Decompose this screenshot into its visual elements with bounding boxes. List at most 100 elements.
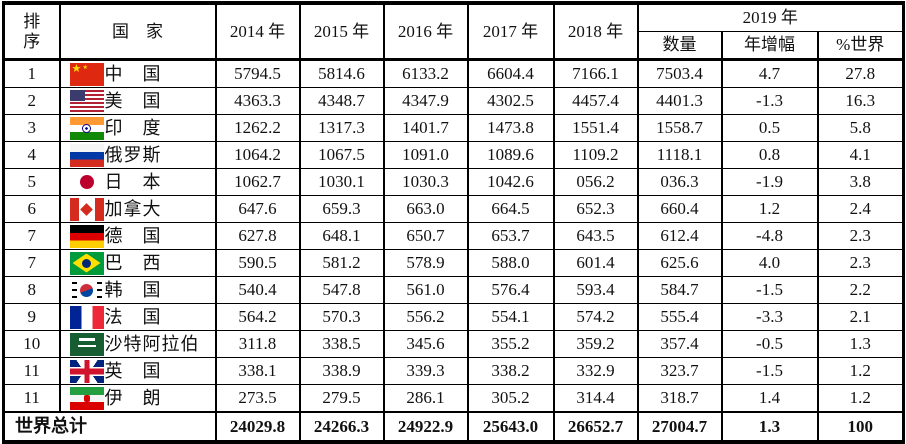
flag-uk-icon <box>69 359 104 383</box>
header-row-main: 排 序 国 家 2014 年 2015 年 2016 年 2017 年 2018… <box>2 2 904 60</box>
value-2014-cell: 540.4 <box>214 276 300 304</box>
rank-cell: 6 <box>2 195 60 223</box>
value-2016-cell: 556.2 <box>382 303 468 331</box>
value-2017-cell: 554.1 <box>466 303 554 331</box>
flag-france-icon <box>69 305 104 329</box>
value-2019-growth-cell: 4.7 <box>720 58 818 88</box>
value-2019-quantity-cell: 323.7 <box>636 357 722 385</box>
flag-japan-icon <box>69 170 104 194</box>
value-2019-quantity-cell: 612.4 <box>636 222 722 250</box>
rank-cell: 4 <box>2 141 60 169</box>
table-row: 5 日 本 1062.7 1030.1 1030.3 1042.6 056.2 … <box>2 168 904 196</box>
value-2015-cell: 1067.5 <box>298 141 384 169</box>
country-name: 德 国 <box>104 225 162 246</box>
country-cell: 中 国 <box>58 58 216 88</box>
country-cell: 沙特阿拉伯 <box>58 330 216 358</box>
value-2019-world-share-cell: 4.1 <box>816 141 904 169</box>
value-2014-cell: 338.1 <box>214 357 300 385</box>
value-2019-world-share-cell: 5.8 <box>816 114 904 142</box>
value-2015-cell: 4348.7 <box>298 87 384 115</box>
value-2018-cell: 601.4 <box>552 249 638 277</box>
value-2018-cell: 574.2 <box>552 303 638 331</box>
header-2019-growth: 年增幅 <box>720 31 818 60</box>
value-2019-growth-cell: -1.3 <box>720 87 818 115</box>
value-2016-cell: 286.1 <box>382 384 468 412</box>
value-2019-quantity-cell: 584.7 <box>636 276 722 304</box>
value-2019-quantity-cell: 625.6 <box>636 249 722 277</box>
flag-russia-icon <box>69 143 104 167</box>
value-2019-growth-cell: 0.8 <box>720 141 818 169</box>
value-2016-cell: 4347.9 <box>382 87 468 115</box>
rank-cell: 8 <box>2 276 60 304</box>
value-2016-cell: 1030.3 <box>382 168 468 196</box>
table-row: 9 法 国 564.2 570.3 556.2 554.1 574.2 555.… <box>2 303 904 331</box>
header-row-sub: 数量 年增幅 %世界 <box>4 31 904 60</box>
table-row: 4 俄罗斯 1064.2 1067.5 1091.0 1089.6 1109.2… <box>2 141 904 169</box>
country-name: 日 本 <box>104 171 162 192</box>
total-2018-cell: 26652.7 <box>552 411 638 442</box>
table-row: 1 中 国 5794.5 5814.6 6133.2 6604.4 7166.1… <box>2 58 904 88</box>
rank-cell: 7 <box>2 222 60 250</box>
header-rank: 排 序 <box>2 2 60 60</box>
value-2019-growth-cell: 1.4 <box>720 384 818 412</box>
world-total-row: 世界总计 24029.8 24266.3 24922.9 25643.0 266… <box>2 411 904 442</box>
value-2019-growth-cell: -1.9 <box>720 168 818 196</box>
value-2019-growth-cell: 4.0 <box>720 249 818 277</box>
value-2017-cell: 576.4 <box>466 276 554 304</box>
value-2018-cell: 056.2 <box>552 168 638 196</box>
value-2015-cell: 1317.3 <box>298 114 384 142</box>
flag-iran-icon <box>69 386 104 410</box>
rank-cell: 5 <box>2 168 60 196</box>
value-2016-cell: 578.9 <box>382 249 468 277</box>
total-2019-growth-cell: 1.3 <box>720 411 818 442</box>
country-cell: 巴 西 <box>58 249 216 277</box>
country-name: 俄罗斯 <box>104 144 162 165</box>
value-2019-growth-cell: -3.3 <box>720 303 818 331</box>
value-2017-cell: 1042.6 <box>466 168 554 196</box>
value-2019-quantity-cell: 555.4 <box>636 303 722 331</box>
country-cell: 俄罗斯 <box>58 141 216 169</box>
table-header: 排 序 国 家 2014 年 2015 年 2016 年 2017 年 2018… <box>2 2 904 60</box>
value-2019-world-share-cell: 1.3 <box>816 330 904 358</box>
value-2014-cell: 1062.7 <box>214 168 300 196</box>
value-2019-quantity-cell: 318.7 <box>636 384 722 412</box>
value-2019-quantity-cell: 1118.1 <box>636 141 722 169</box>
table-row: 11 伊 朗 273.5 279.5 286.1 305.2 314.4 318… <box>2 384 904 412</box>
country-cell: 美 国 <box>58 87 216 115</box>
value-2019-world-share-cell: 1.2 <box>816 357 904 385</box>
value-2015-cell: 279.5 <box>298 384 384 412</box>
total-2017-cell: 25643.0 <box>466 411 554 442</box>
value-2019-world-share-cell: 16.3 <box>816 87 904 115</box>
value-2017-cell: 653.7 <box>466 222 554 250</box>
value-2019-quantity-cell: 4401.3 <box>636 87 722 115</box>
rank-cell: 7 <box>2 249 60 277</box>
value-2014-cell: 590.5 <box>214 249 300 277</box>
country-cell: 加拿大 <box>58 195 216 223</box>
country-name: 巴 西 <box>104 252 162 273</box>
total-2016-cell: 24922.9 <box>382 411 468 442</box>
flag-india-icon <box>69 116 104 140</box>
table-row: 10 沙特阿拉伯 311.8 338.5 345.6 355.2 359.2 3… <box>2 330 904 358</box>
value-2018-cell: 7166.1 <box>552 58 638 88</box>
table-body: 1 中 国 5794.5 5814.6 6133.2 6604.4 7166.1… <box>2 58 904 412</box>
total-2019-quantity-cell: 27004.7 <box>636 411 722 442</box>
country-name: 加拿大 <box>104 198 162 219</box>
country-cell: 韩 国 <box>58 276 216 304</box>
value-2015-cell: 338.5 <box>298 330 384 358</box>
value-2018-cell: 1109.2 <box>552 141 638 169</box>
value-2015-cell: 648.1 <box>298 222 384 250</box>
table-row: 6 加拿大 647.6 659.3 663.0 664.5 652.3 660.… <box>2 195 904 223</box>
table-footer: 世界总计 24029.8 24266.3 24922.9 25643.0 266… <box>2 411 904 442</box>
value-2014-cell: 564.2 <box>214 303 300 331</box>
flag-saudi-arabia-icon <box>69 332 104 356</box>
value-2017-cell: 6604.4 <box>466 58 554 88</box>
value-2014-cell: 311.8 <box>214 330 300 358</box>
value-2015-cell: 659.3 <box>298 195 384 223</box>
country-name: 美 国 <box>104 90 162 111</box>
value-2019-world-share-cell: 2.2 <box>816 276 904 304</box>
value-2016-cell: 650.7 <box>382 222 468 250</box>
value-2019-quantity-cell: 7503.4 <box>636 58 722 88</box>
flag-china-icon <box>69 62 104 86</box>
rank-cell: 2 <box>2 87 60 115</box>
